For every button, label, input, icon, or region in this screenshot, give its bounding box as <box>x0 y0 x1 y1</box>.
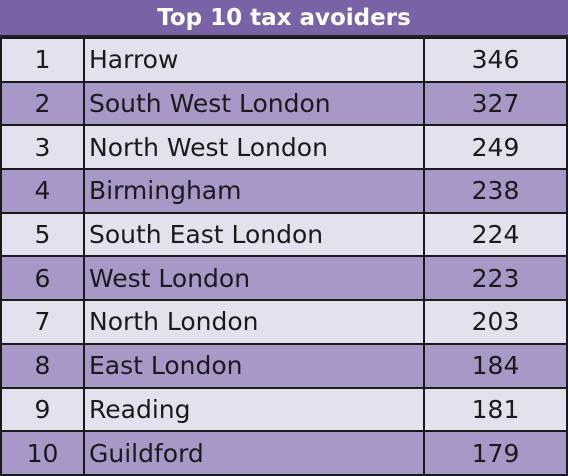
value-cell: 184 <box>423 342 568 389</box>
ranking-table: 1 Harrow 346 2 South West London 327 3 North We… <box>0 37 568 476</box>
rank-cell: 6 <box>0 255 85 302</box>
rank-cell: 8 <box>0 342 85 389</box>
name-cell: North West London <box>83 124 425 171</box>
rank-cell: 3 <box>0 124 85 171</box>
value-cell: 203 <box>423 299 568 345</box>
table-row: 5 South East London 224 <box>0 211 568 258</box>
table-row: 10 Guildford 179 <box>0 430 568 476</box>
name-cell: Harrow <box>83 37 425 83</box>
rank-cell: 7 <box>0 299 85 345</box>
value-cell: 238 <box>423 168 568 214</box>
value-cell: 179 <box>423 430 568 476</box>
value-cell: 224 <box>423 211 568 258</box>
table-row: 8 East London 184 <box>0 342 568 389</box>
name-cell: Birmingham <box>83 168 425 214</box>
name-cell: Reading <box>83 386 425 433</box>
value-cell: 327 <box>423 80 568 127</box>
table-row: 6 West London 223 <box>0 255 568 302</box>
name-cell: South West London <box>83 80 425 127</box>
rank-cell: 4 <box>0 168 85 214</box>
table-row: 1 Harrow 346 <box>0 37 568 83</box>
name-cell: Guildford <box>83 430 425 476</box>
table-title: Top 10 tax avoiders <box>0 0 568 37</box>
table-row: 3 North West London 249 <box>0 124 568 171</box>
value-cell: 181 <box>423 386 568 433</box>
rank-cell: 10 <box>0 430 85 476</box>
table-row: 2 South West London 327 <box>0 80 568 127</box>
name-cell: North London <box>83 299 425 345</box>
value-cell: 223 <box>423 255 568 302</box>
value-cell: 249 <box>423 124 568 171</box>
table-row: 4 Birmingham 238 <box>0 168 568 214</box>
rank-cell: 2 <box>0 80 85 127</box>
table-row: 7 North London 203 <box>0 299 568 345</box>
table-row: 9 Reading 181 <box>0 386 568 433</box>
rank-cell: 5 <box>0 211 85 258</box>
name-cell: East London <box>83 342 425 389</box>
name-cell: South East London <box>83 211 425 258</box>
rank-cell: 9 <box>0 386 85 433</box>
rank-cell: 1 <box>0 37 85 83</box>
value-cell: 346 <box>423 37 568 83</box>
name-cell: West London <box>83 255 425 302</box>
table-body: 1 Harrow 346 2 South West London 327 3 North We… <box>0 37 568 476</box>
